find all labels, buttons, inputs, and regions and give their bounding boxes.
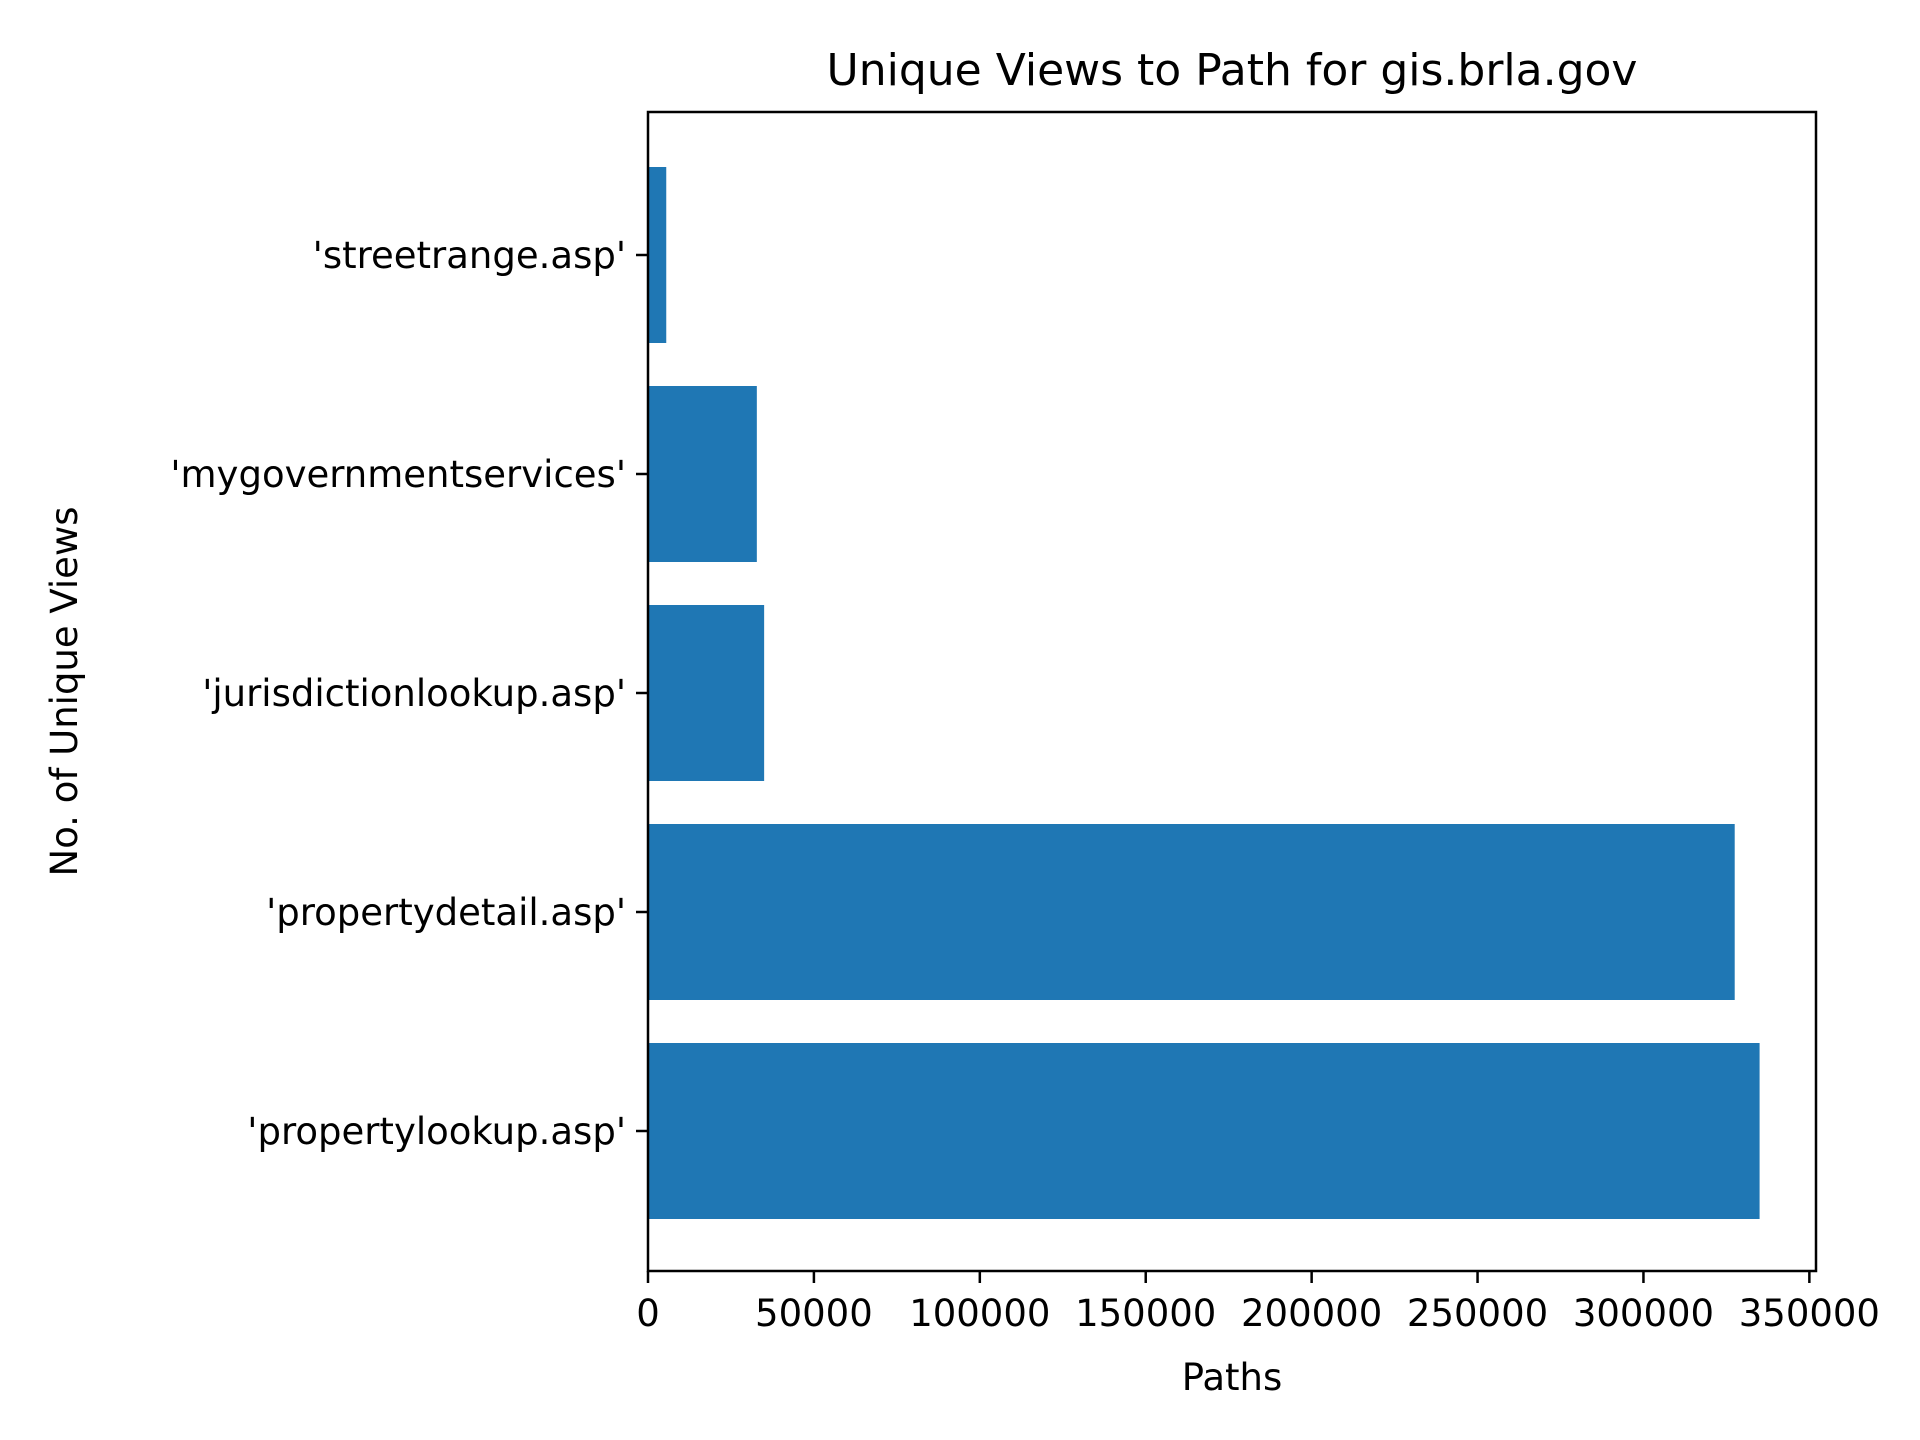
x-tick-label: 200000 xyxy=(1241,1292,1382,1335)
bar xyxy=(648,1043,1760,1219)
x-tick-label: 250000 xyxy=(1407,1292,1548,1335)
x-tick-label: 50000 xyxy=(755,1292,873,1335)
bar xyxy=(648,824,1735,1000)
x-tick-label: 350000 xyxy=(1739,1292,1880,1335)
y-tick-label: 'propertydetail.asp' xyxy=(266,891,626,934)
x-tick-label: 0 xyxy=(636,1292,660,1335)
y-axis-label: No. of Unique Views xyxy=(43,507,86,877)
chart-title: Unique Views to Path for gis.brla.gov xyxy=(827,45,1638,96)
y-tick-label: 'propertylookup.asp' xyxy=(247,1110,626,1153)
y-tick-label: 'streetrange.asp' xyxy=(313,234,626,277)
bar xyxy=(648,386,757,562)
x-tick-label: 300000 xyxy=(1573,1292,1714,1335)
x-axis-ticks: 0 50000 100000 150000 200000 250000 300000 3500… xyxy=(636,1271,1880,1335)
bar xyxy=(648,605,765,781)
y-tick-label: 'jurisdictionlookup.asp' xyxy=(202,672,626,715)
bar xyxy=(648,167,667,343)
y-tick-label: 'mygovernmentservices' xyxy=(170,453,626,496)
x-tick-label: 150000 xyxy=(1075,1292,1216,1335)
x-axis-label: Paths xyxy=(1182,1356,1283,1399)
y-axis-ticks: 'propertylookup.asp' 'propertydetail.asp'… xyxy=(170,234,648,1153)
plot-area-frame xyxy=(646,110,1818,1273)
bars-group xyxy=(648,167,1760,1219)
x-tick-label: 100000 xyxy=(909,1292,1050,1335)
